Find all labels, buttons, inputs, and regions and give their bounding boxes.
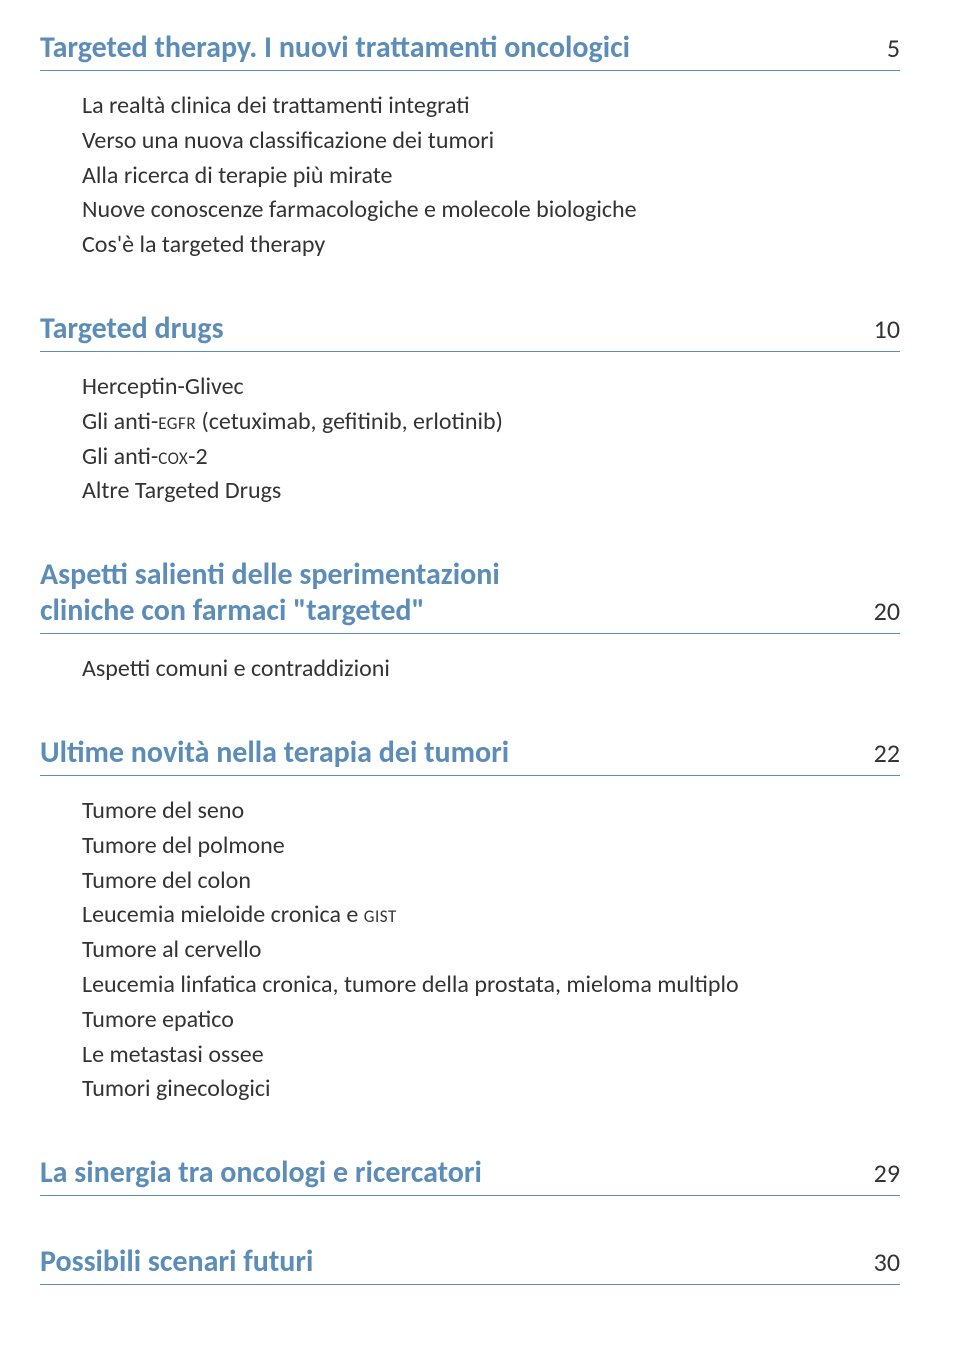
toc-items: La realtà clinica dei trattamenti integr… [40, 89, 900, 263]
toc-item: Leucemia mieloide cronica e gist [82, 898, 900, 933]
toc-item: Tumori ginecologici [82, 1072, 900, 1107]
toc-section: Possibili scenari futuri 30 [40, 1244, 900, 1285]
toc-section-header: Targeted therapy. I nuovi trattamenti on… [40, 30, 900, 71]
toc-section-header: Possibili scenari futuri 30 [40, 1244, 900, 1285]
toc-section-header: Ultime novità nella terapia dei tumori 2… [40, 735, 900, 776]
toc-item: Leucemia linfatica cronica, tumore della… [82, 968, 900, 1003]
toc-section-title-line2: cliniche con farmaci "targeted" [40, 593, 425, 629]
toc-section-page: 29 [874, 1157, 900, 1191]
toc-items: Aspetti comuni e contraddizioni [40, 652, 900, 687]
toc-items: Herceptin-Glivec Gli anti-egfr (cetuxima… [40, 370, 900, 509]
toc-items: Tumore del seno Tumore del polmone Tumor… [40, 794, 900, 1107]
toc-section-title: Targeted therapy. I nuovi trattamenti on… [40, 30, 630, 66]
toc-section-title: Possibili scenari futuri [40, 1244, 313, 1280]
toc-section-page: 5 [887, 32, 900, 66]
toc-section-header: Aspetti salienti delle sperimentazioni c… [40, 557, 900, 634]
toc-item: Aspetti comuni e contraddizioni [82, 652, 900, 687]
toc-item: Tumore del seno [82, 794, 900, 829]
toc-section: La sinergia tra oncologi e ricercatori 2… [40, 1155, 900, 1196]
toc-item: Altre Targeted Drugs [82, 474, 900, 509]
toc-item: Tumore del polmone [82, 829, 900, 864]
toc-item: Le metastasi ossee [82, 1038, 900, 1073]
toc-item: Herceptin-Glivec [82, 370, 900, 405]
toc-section-title: La sinergia tra oncologi e ricercatori [40, 1155, 482, 1191]
toc-item: Tumore al cervello [82, 933, 900, 968]
toc-section-title-line1: Aspetti salienti delle sperimentazioni [40, 557, 900, 593]
toc-item: Tumore del colon [82, 864, 900, 899]
toc-section-page: 22 [874, 737, 900, 771]
toc-section-header: La sinergia tra oncologi e ricercatori 2… [40, 1155, 900, 1196]
toc-item: Tumore epatico [82, 1003, 900, 1038]
toc-section-title: Ultime novità nella terapia dei tumori [40, 735, 509, 771]
toc-section-header: Targeted drugs 10 [40, 311, 900, 352]
toc-item: Alla ricerca di terapie più mirate [82, 159, 900, 194]
toc-item: Nuove conoscenze farmacologiche e moleco… [82, 193, 900, 228]
toc-item: La realtà clinica dei trattamenti integr… [82, 89, 900, 124]
toc-item: Verso una nuova classificazione dei tumo… [82, 124, 900, 159]
toc-section-page: 20 [874, 595, 900, 629]
toc-item: Cos'è la targeted therapy [82, 228, 900, 263]
toc-item: Gli anti-egfr (cetuximab, gefitinib, erl… [82, 405, 900, 440]
toc-section: Ultime novità nella terapia dei tumori 2… [40, 735, 900, 1107]
toc-section: Aspetti salienti delle sperimentazioni c… [40, 557, 900, 687]
toc-item: Gli anti-cox-2 [82, 440, 900, 475]
toc-section-page: 30 [874, 1246, 900, 1280]
toc-section: Targeted therapy. I nuovi trattamenti on… [40, 30, 900, 263]
toc-section: Targeted drugs 10 Herceptin-Glivec Gli a… [40, 311, 900, 509]
toc-section-title: Targeted drugs [40, 311, 224, 347]
toc-section-page: 10 [874, 313, 900, 347]
